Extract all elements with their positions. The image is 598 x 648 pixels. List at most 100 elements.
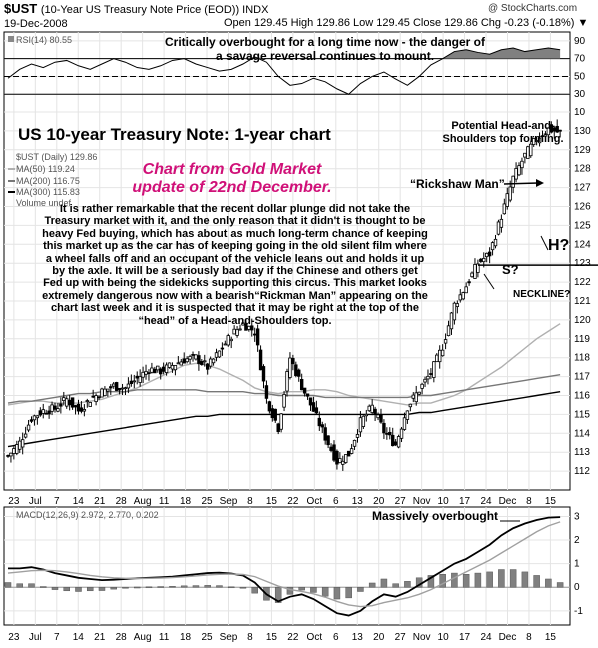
candle-body	[144, 370, 148, 375]
macd-histogram-bar	[556, 582, 564, 588]
price-legend: $UST (Daily) 129.86	[16, 152, 97, 162]
candle-body	[91, 395, 95, 398]
candle-body	[355, 434, 360, 438]
rsi-line	[7, 47, 561, 95]
candle-body	[341, 460, 345, 465]
h-label: H?	[548, 237, 570, 254]
candle-body	[167, 362, 172, 368]
candle-body	[493, 238, 498, 247]
macd-x-tick: 14	[73, 632, 85, 643]
candle-body	[138, 376, 142, 383]
candle-body	[56, 408, 60, 412]
candle-body	[438, 349, 442, 363]
price-x-tick: 22	[287, 496, 299, 507]
macd-x-tick: 8	[526, 632, 532, 643]
macd-x-tick: Jul	[29, 632, 42, 643]
chart-date: 19-Dec-2008	[4, 18, 68, 30]
candle-body	[65, 398, 69, 407]
candle-body	[426, 375, 430, 380]
candle-body	[467, 281, 471, 284]
candle-body	[514, 168, 518, 180]
candle-body	[326, 435, 330, 446]
candle-body	[455, 303, 460, 307]
candle-body	[411, 394, 415, 399]
price-x-tick: 28	[116, 496, 128, 507]
candle-body	[173, 365, 178, 371]
price-x-tick: 11	[159, 496, 170, 507]
symbol: $UST	[4, 1, 38, 16]
macd-histogram-bar	[75, 586, 82, 592]
candle-body	[382, 422, 386, 434]
macd-x-tick: 22	[287, 632, 299, 643]
candle-body	[229, 338, 233, 342]
macd-x-tick: Oct	[307, 632, 323, 643]
candle-body	[164, 364, 169, 373]
candle-body	[73, 405, 78, 408]
candle-body	[358, 417, 363, 433]
price-x-tick: 20	[373, 496, 385, 507]
candle-body	[555, 125, 559, 133]
candle-body	[76, 403, 81, 412]
candle-body	[238, 328, 242, 331]
macd-histogram-bar	[498, 569, 505, 588]
rsi-legend: RSI(14) 80.55	[16, 35, 72, 45]
price-y-tick: 112	[574, 466, 590, 477]
macd-histogram-bar	[204, 585, 211, 588]
rsi-y-tick: 90	[574, 36, 586, 47]
price-x-tick: 7	[54, 496, 60, 507]
candle-body	[273, 408, 277, 421]
candle-body	[379, 414, 383, 423]
neckline-label: NECKLINE?	[513, 289, 571, 300]
price-y-tick: 118	[574, 353, 590, 364]
macd-histogram-bar	[86, 586, 94, 592]
price-y-tick: 121	[574, 296, 591, 307]
candle-body	[420, 383, 424, 389]
candle-body	[23, 433, 28, 438]
candle-body	[302, 387, 307, 394]
commentary: It is rather remarkable that the recent …	[42, 203, 428, 327]
candle-body	[203, 360, 207, 363]
price-y-tick: 129	[574, 145, 591, 156]
macd-histogram-bar	[145, 586, 153, 589]
candle-body	[12, 448, 16, 454]
candle-body	[82, 409, 87, 412]
s-label: S?	[502, 262, 519, 277]
candle-body	[258, 349, 263, 371]
candle-body	[208, 358, 213, 367]
macd-signal-line	[7, 521, 561, 608]
macd-y-tick: 2	[574, 535, 580, 546]
macd-histogram-bar	[98, 586, 106, 591]
watermark: @ StockCharts.com	[488, 3, 578, 14]
macd-x-tick: 23	[8, 632, 20, 643]
candle-body	[452, 302, 457, 321]
price-y-tick: 123	[574, 258, 591, 269]
candle-body	[526, 146, 530, 159]
macd-x-tick: Aug	[134, 632, 152, 643]
macd-histogram-bar	[545, 578, 552, 588]
candle-body	[276, 423, 280, 432]
candle-body	[53, 405, 57, 410]
price-x-tick: 10	[438, 496, 450, 507]
price-x-tick: Oct	[307, 496, 323, 507]
macd-histogram-bar	[274, 586, 282, 603]
rsi-panel	[3, 31, 571, 113]
macd-x-tick: 6	[333, 632, 339, 643]
candle-body	[20, 439, 25, 448]
macd-x-tick: 15	[266, 632, 278, 643]
macd-histogram-bar	[474, 572, 482, 588]
candle-body	[250, 325, 254, 331]
candle-body	[376, 414, 380, 419]
candle-body	[129, 380, 134, 385]
macd-x-tick: 13	[352, 632, 364, 643]
price-x-tick: Aug	[134, 496, 152, 507]
ma50-legend: MA(50) 119.24	[16, 164, 75, 174]
macd-y-tick: 3	[574, 511, 580, 522]
candle-body	[335, 450, 339, 465]
candle-body	[117, 387, 122, 391]
candle-body	[520, 160, 524, 169]
candle-body	[67, 399, 72, 406]
price-y-tick: 114	[574, 428, 590, 439]
ohlc-readout: Open 129.45 High 129.86 Low 129.45 Close…	[224, 17, 589, 29]
candle-body	[141, 371, 145, 378]
